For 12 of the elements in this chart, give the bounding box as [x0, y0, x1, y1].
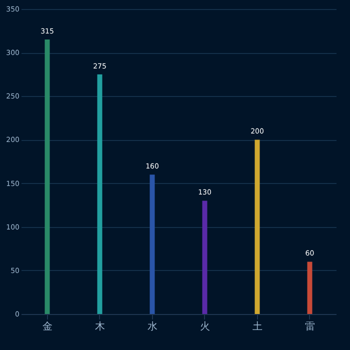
bar — [307, 262, 312, 314]
bar — [97, 74, 102, 314]
bar — [44, 40, 50, 314]
x-tick-label: 水 — [147, 320, 158, 332]
bar — [150, 174, 155, 314]
bar — [202, 200, 208, 314]
x-tick-label: 雷 — [304, 322, 315, 332]
bar — [254, 140, 260, 314]
x-tick-label: 火 — [200, 320, 210, 332]
x-tick-label: 木 — [94, 320, 105, 332]
x-tick-label: 金 — [42, 320, 52, 332]
x-tick-label: 土 — [252, 320, 262, 332]
